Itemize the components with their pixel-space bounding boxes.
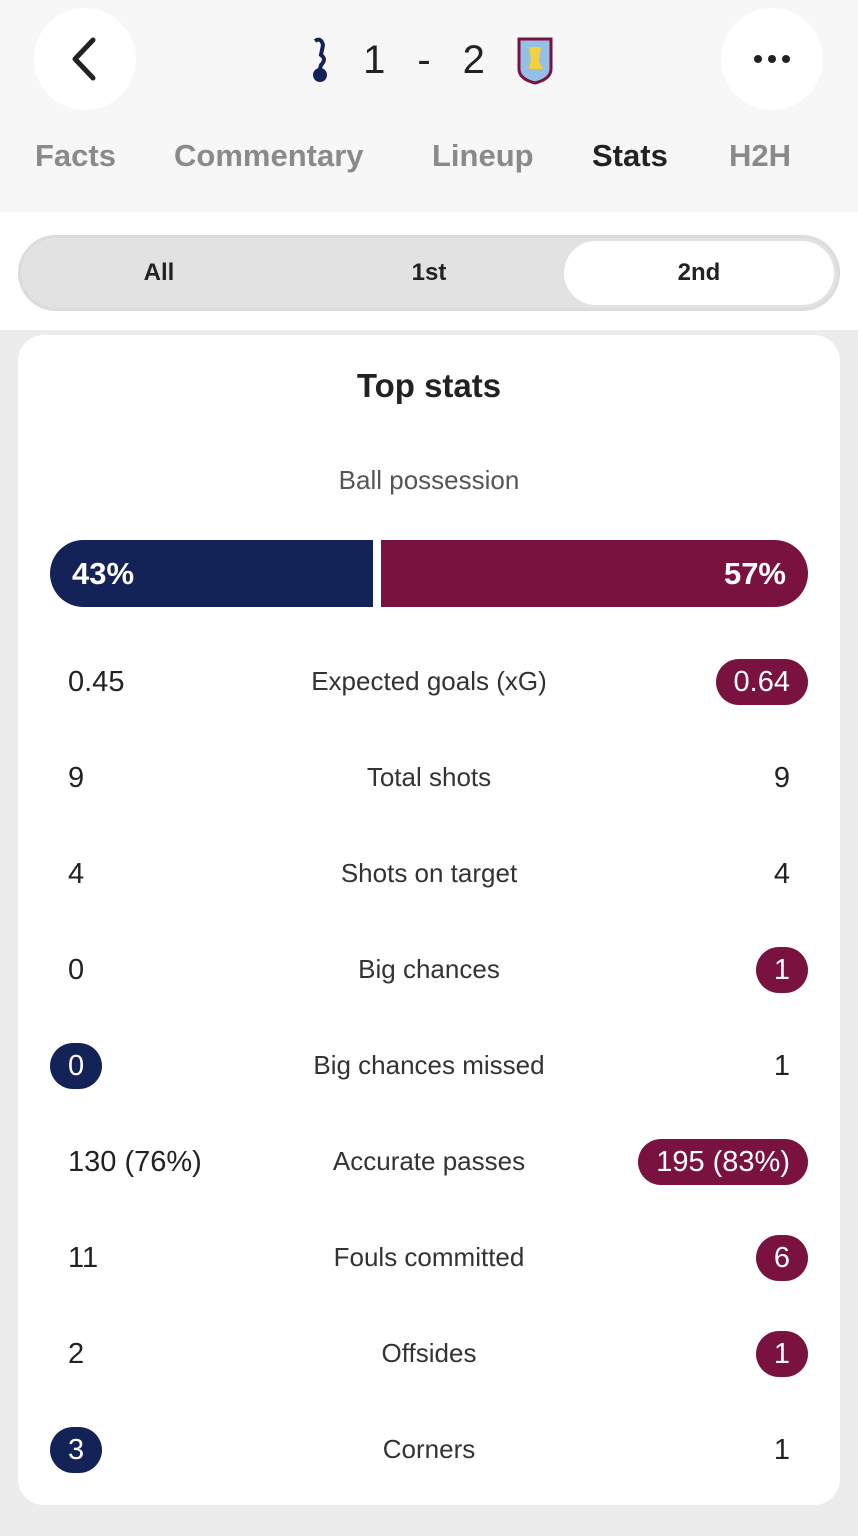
stat-label: Total shots [366,762,492,792]
more-horizontal-icon [754,55,790,63]
stat-label: Shots on target [340,858,518,888]
possession-home-value: 43% [72,555,135,591]
score-separator: - [417,37,433,82]
tab-facts[interactable]: Facts [35,138,116,173]
stat-away-value: 0.64 [715,659,808,705]
stat-row: 4 Shots on target 4 [18,844,840,904]
stat-row: 0.45 Expected goals (xG) 0.64 [18,652,840,712]
tab-commentary[interactable]: Commentary [174,138,364,173]
match-tabs: Facts Commentary Lineup Stats H2H [0,138,858,184]
stat-home-value: 9 [68,762,85,794]
stat-row: 0 Big chances missed 1 [18,1036,840,1096]
chevron-left-icon [72,37,96,81]
period-selector: All 1st 2nd [18,235,840,311]
stat-label: Expected goals (xG) [311,666,547,696]
stat-home-value: 4 [68,858,85,890]
aston-villa-crest-icon [517,37,553,85]
possession-bar-home: 43% [50,540,373,607]
stat-label: Big chances [358,954,500,984]
stat-row: 9 Total shots 9 [18,748,840,808]
stat-row: 3 Corners 1 [18,1420,840,1480]
stat-home-value: 11 [68,1242,99,1274]
possession-bar-away: 57% [381,540,808,607]
stat-away-value: 1 [755,1331,808,1377]
back-button[interactable] [34,8,136,110]
home-score: 1 [363,37,388,82]
stat-away-value: 9 [773,762,790,794]
possession-label: Ball possession [338,465,520,495]
stat-row: 130 (76%) Accurate passes 195 (83%) [18,1132,840,1192]
more-options-button[interactable] [721,8,823,110]
stat-away-value: 1 [773,1050,790,1082]
stat-away-value: 6 [755,1235,808,1281]
stat-row: 0 Big chances 1 [18,940,840,1000]
stat-home-value: 0 [50,1043,103,1089]
scoreline: 1 - 2 [290,30,570,90]
period-2nd[interactable]: 2nd [564,241,834,305]
card-title: Top stats [356,367,502,404]
stat-label: Offsides [381,1338,477,1368]
stat-home-value: 0.45 [68,666,125,698]
stat-away-value: 1 [773,1434,790,1466]
tab-h2h[interactable]: H2H [729,138,792,173]
stat-row: 2 Offsides 1 [18,1324,840,1384]
stat-row: 11 Fouls committed 6 [18,1228,840,1288]
away-score: 2 [462,37,487,82]
tottenham-crest-icon [313,37,328,82]
stat-away-value: 1 [755,947,808,993]
stat-home-value: 3 [50,1427,103,1473]
possession-away-value: 57% [723,555,786,591]
tab-lineup[interactable]: Lineup [432,138,534,173]
stat-away-value: 4 [773,858,790,890]
stat-label: Fouls committed [333,1242,525,1272]
stat-away-value: 195 (83%) [638,1139,808,1185]
stat-label: Corners [382,1434,476,1464]
match-header: 1 - 2 Facts Commentary Lineup Stats H2H [0,0,858,212]
stat-label: Accurate passes [332,1146,526,1176]
period-all[interactable]: All [143,259,175,286]
period-1st[interactable]: 1st [411,259,447,286]
stat-home-value: 2 [68,1338,85,1370]
top-stats-card: Top stats Ball possession 43% 57% 0.45 E… [18,335,840,1505]
tab-stats[interactable]: Stats [592,138,668,173]
stat-home-value: 0 [68,954,85,986]
stat-label: Big chances missed [313,1050,545,1080]
stat-home-value: 130 (76%) [68,1146,202,1178]
